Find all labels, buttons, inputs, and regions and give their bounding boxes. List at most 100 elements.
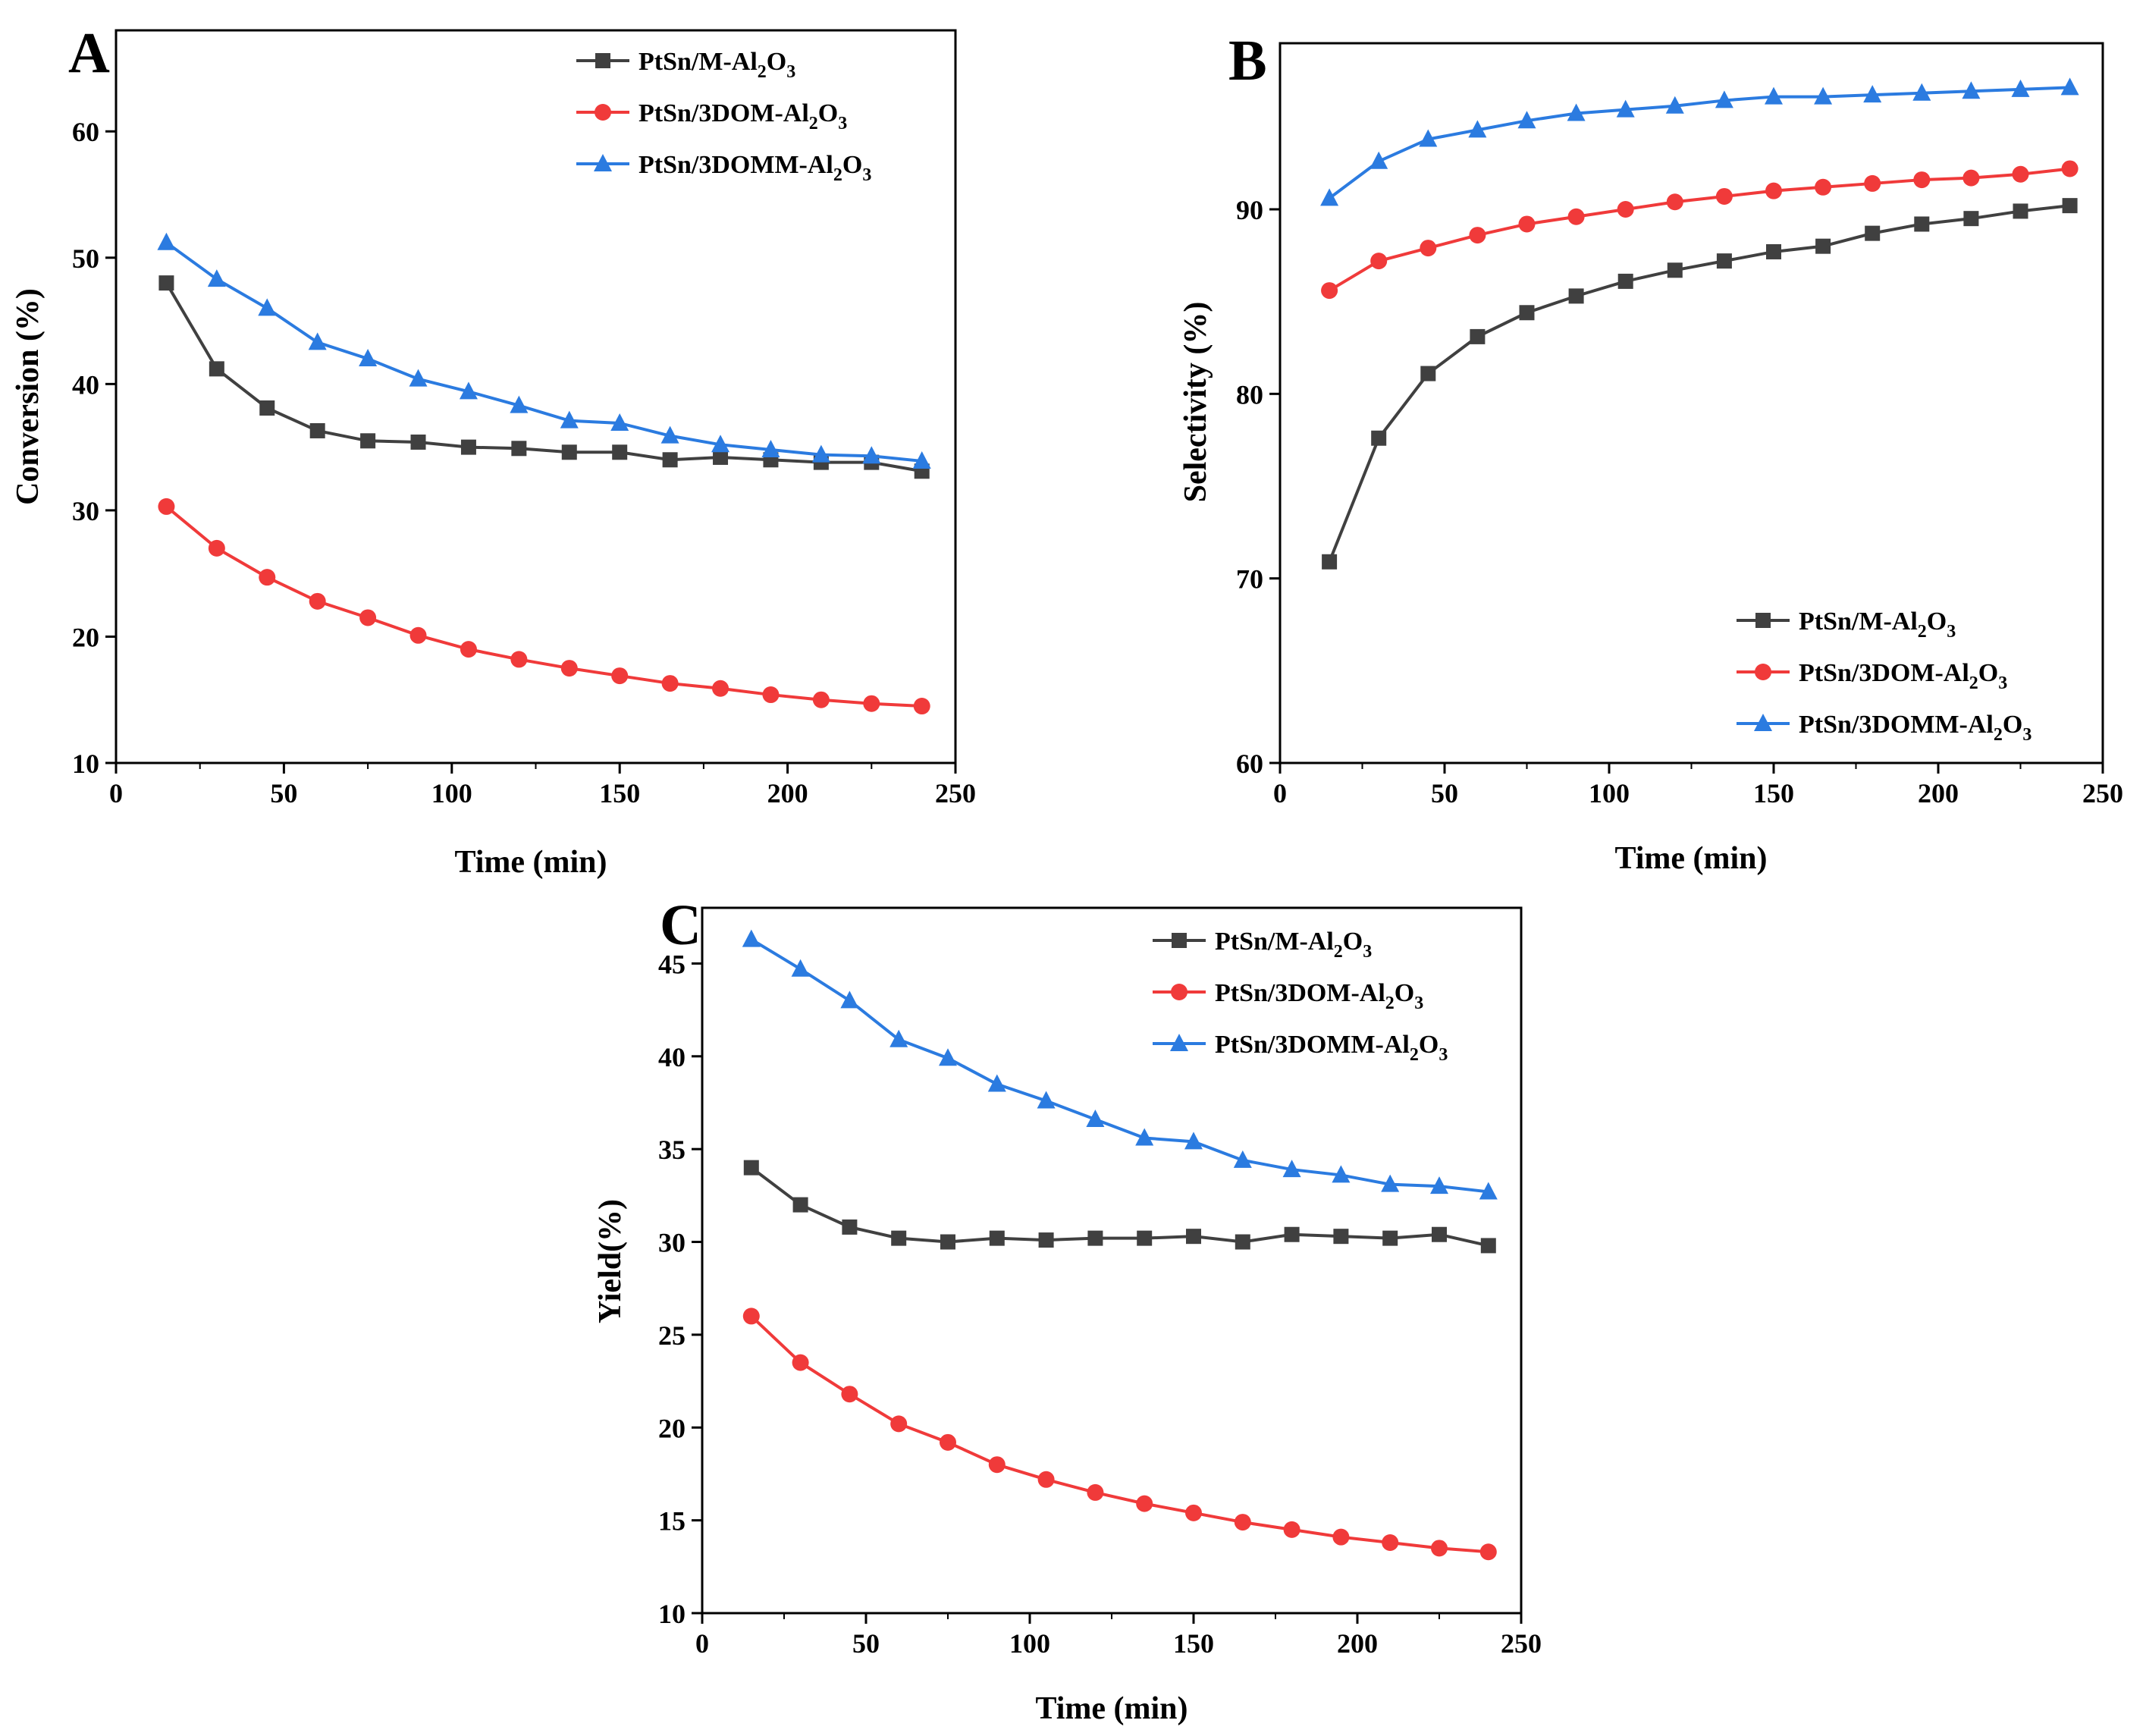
data-point-m-al2o3-c [1480, 1238, 1496, 1254]
data-point-3dom-al2o3-b [2061, 160, 2079, 177]
data-point-3dom-al2o3-b [1420, 240, 1437, 257]
data-point-3dom-al2o3-c [890, 1415, 908, 1433]
data-point-3dom-al2o3-a [510, 651, 528, 668]
data-point-m-al2o3-c [1087, 1230, 1103, 1246]
data-point-3dom-al2o3-a [259, 569, 276, 586]
x-axis-label-c: Time (min) [1035, 1691, 1188, 1726]
y-tick-label-a: 50 [72, 243, 99, 274]
data-point-3domm-al2o3-a [207, 269, 226, 287]
data-point-3dom-al2o3-c [988, 1456, 1006, 1474]
x-tick-label-b: 250 [2082, 778, 2123, 808]
x-tick-label-b: 200 [1918, 778, 1959, 808]
data-point-3domm-al2o3-a [610, 413, 629, 431]
y-tick-label-b: 60 [1236, 749, 1263, 779]
x-axis-label-a: Time (min) [454, 845, 607, 880]
data-point-3dom-al2o3-a [359, 609, 377, 626]
data-point-m-al2o3-a [309, 422, 325, 438]
data-point-3domm-al2o3-b [1369, 151, 1388, 169]
data-point-3domm-al2o3-b [1419, 129, 1438, 147]
data-point-3domm-al2o3-a [409, 369, 428, 387]
data-point-3dom-al2o3-a [712, 680, 729, 697]
data-point-3dom-al2o3-c [1136, 1495, 1153, 1512]
data-point-3dom-al2o3-a [560, 660, 578, 677]
data-point-m-al2o3-c [743, 1160, 759, 1176]
data-point-3dom-al2o3-a [611, 667, 629, 685]
x-tick-label-c: 50 [852, 1628, 880, 1659]
y-tick-label-b: 80 [1236, 379, 1263, 410]
data-point-3dom-al2o3-b [1666, 193, 1683, 211]
data-point-3domm-al2o3-c [939, 1048, 957, 1066]
data-point-m-al2o3-c [1284, 1226, 1300, 1242]
data-point-3domm-al2o3-b [1468, 120, 1487, 138]
series-line-m-al2o3-c [750, 1166, 1489, 1248]
data-point-3dom-al2o3-c [742, 1307, 760, 1325]
y-tick-label-b: 70 [1236, 564, 1263, 595]
data-point-3dom-al2o3-a [661, 675, 679, 692]
x-tick-label-b: 100 [1589, 778, 1630, 808]
legend-marker-m-al2o3-b [1755, 613, 1771, 628]
x-tick-label-b: 150 [1753, 778, 1794, 808]
data-point-3dom-al2o3-c [940, 1433, 956, 1451]
y-tick-label-c: 45 [658, 949, 686, 979]
data-point-m-al2o3-a [662, 452, 678, 468]
data-point-3dom-al2o3-b [1913, 171, 1931, 189]
y-axis-label-a: Conversion (%) [11, 288, 45, 505]
data-point-m-al2o3-a [612, 444, 628, 460]
data-point-m-al2o3-b [1420, 366, 1436, 381]
data-point-m-al2o3-b [1914, 216, 1930, 232]
data-point-3dom-al2o3-c [1382, 1534, 1399, 1551]
data-point-m-al2o3-b [1371, 430, 1387, 446]
legend-label-3dom-al2o3-a: PtSn/3DOM-Al2O3 [638, 99, 847, 133]
data-point-3dom-al2o3-b [1815, 178, 1832, 196]
panel-b: 0 50 100 150 200 250 60 70 80 90 Time (min) Selecti… [1178, 29, 2123, 876]
data-point-3dom-al2o3-b [2012, 165, 2029, 183]
data-point-3domm-al2o3-b [1517, 111, 1536, 129]
data-point-m-al2o3-a [511, 441, 527, 457]
y-tick-label-a: 10 [72, 749, 99, 779]
data-point-3dom-al2o3-c [1479, 1543, 1497, 1561]
data-point-3dom-al2o3-a [460, 641, 477, 658]
data-point-3dom-al2o3-c [1332, 1528, 1350, 1546]
data-point-3dom-al2o3-a [208, 539, 225, 557]
data-point-3domm-al2o3-b [1665, 96, 1684, 114]
data-point-3dom-al2o3-c [792, 1354, 809, 1371]
data-point-3dom-al2o3-c [1283, 1521, 1300, 1538]
data-point-3dom-al2o3-c [1234, 1514, 1251, 1531]
data-point-3dom-al2o3-b [1765, 182, 1782, 199]
data-point-3domm-al2o3-c [1430, 1176, 1448, 1194]
data-point-3domm-al2o3-a [308, 332, 327, 350]
data-point-3dom-al2o3-c [1185, 1504, 1202, 1521]
legend-marker-m-al2o3-c [1172, 933, 1187, 948]
y-axis-label-c: Yield(%) [593, 1199, 628, 1323]
data-point-m-al2o3-c [1382, 1230, 1398, 1246]
x-tick-label-a: 150 [599, 778, 640, 808]
series-line-3domm-al2o3-b [1328, 86, 2070, 200]
data-point-3dom-al2o3-a [863, 695, 880, 712]
data-point-3domm-al2o3-a [660, 425, 679, 444]
data-point-3dom-al2o3-c [1087, 1483, 1104, 1501]
x-tick-label-a: 50 [270, 778, 297, 808]
data-point-3domm-al2o3-c [1086, 1110, 1105, 1127]
data-point-m-al2o3-b [1667, 262, 1683, 278]
data-point-3domm-al2o3-a [560, 410, 579, 429]
data-point-3dom-al2o3-b [1321, 282, 1338, 300]
series-line-3dom-al2o3-b [1329, 167, 2070, 292]
x-tick-label-a: 0 [109, 778, 123, 808]
legend-marker-3domm-al2o3-c [1170, 1034, 1188, 1051]
panel-letter-b: B [1228, 29, 1267, 93]
data-point-m-al2o3-b [1766, 243, 1781, 259]
y-tick-label-b: 90 [1236, 195, 1263, 225]
data-point-3domm-al2o3-c [889, 1029, 908, 1047]
data-point-m-al2o3-c [1235, 1234, 1250, 1250]
data-point-3dom-al2o3-b [1518, 215, 1536, 233]
data-point-3domm-al2o3-a [459, 381, 478, 400]
legend-label-m-al2o3-a: PtSn/M-Al2O3 [638, 48, 795, 82]
series-line-3dom-al2o3-c [750, 1314, 1489, 1554]
y-tick-label-a: 40 [72, 369, 99, 400]
data-point-3domm-al2o3-c [1479, 1182, 1498, 1200]
data-point-3dom-al2o3-a [913, 698, 930, 715]
data-point-m-al2o3-b [1716, 253, 1732, 269]
data-point-m-al2o3-c [1038, 1232, 1054, 1248]
legend-marker-3domm-al2o3-a [594, 154, 612, 171]
